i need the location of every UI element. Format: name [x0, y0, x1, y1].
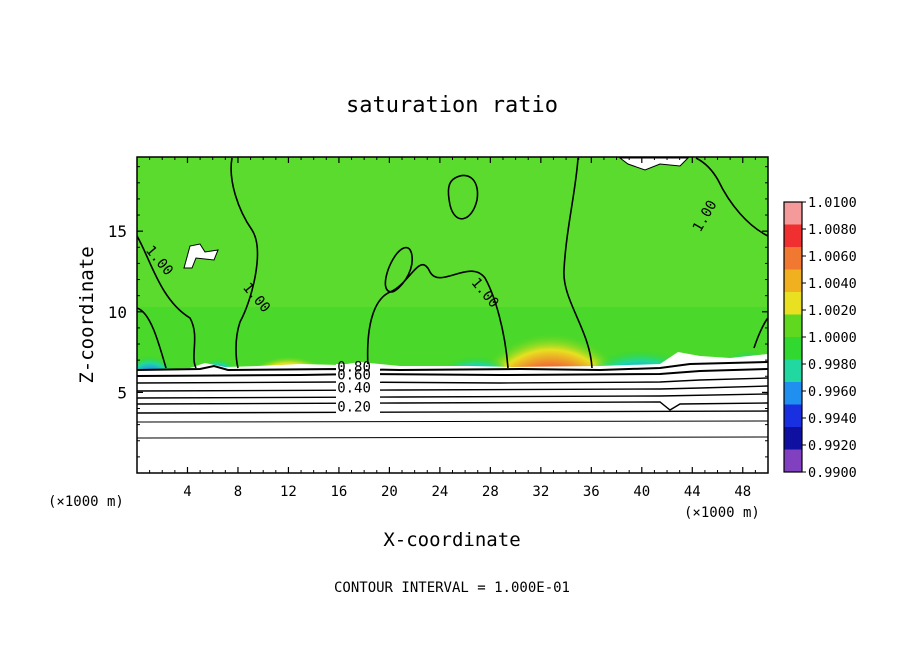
colorbar-band: [784, 224, 802, 248]
contour-label: 0.80: [337, 359, 371, 375]
white-patch-top: [618, 157, 690, 171]
x-tick-label: 28: [482, 484, 499, 500]
colorbar-band: [784, 427, 802, 450]
colorbar-label: 1.0080: [808, 222, 857, 238]
contour-1-00-b: [137, 307, 167, 369]
colorbar-label: 1.0040: [808, 276, 857, 292]
colorbar-label: 1.0000: [808, 330, 857, 346]
x-tick-label: 44: [684, 484, 701, 500]
contour-1-00-d: [366, 264, 509, 369]
contour-label: 0.40: [337, 380, 371, 396]
x-tick-label: 40: [633, 484, 650, 500]
x-axis-label: X-coordinate: [383, 529, 520, 551]
colorbar-label: 0.9920: [808, 438, 857, 454]
colorbar-band: [784, 292, 802, 315]
x-tick-label: 16: [330, 484, 347, 500]
colorbar-band: [784, 382, 802, 405]
colorbar-label: 0.9940: [808, 411, 857, 427]
x-tick-label: 4: [183, 484, 191, 500]
colorbar-band: [784, 404, 802, 428]
label-bg-a: [336, 364, 380, 420]
field-upper: [137, 157, 768, 307]
x-tick-label: 32: [532, 484, 549, 500]
colorbar-label: 1.0060: [808, 249, 857, 265]
footer-note: CONTOUR INTERVAL = 1.000E-01: [334, 580, 570, 596]
y-tick-label: 10: [108, 303, 127, 322]
x-unit-right: (×1000 m): [684, 505, 760, 521]
contour-label: 0.60: [337, 367, 371, 383]
colorbar-band: [784, 337, 802, 360]
x-tick-label: 36: [583, 484, 600, 500]
white-patch-5: [183, 243, 219, 269]
colorbar-band: [784, 359, 802, 383]
contour-1-00-c: [230, 157, 259, 369]
y-tick-label: 5: [117, 383, 127, 402]
contour-1-00-e: [563, 157, 593, 369]
x-tick-label: 8: [234, 484, 242, 500]
x-unit-left: (×1000 m): [48, 494, 124, 510]
contour-label: 0.20: [337, 400, 371, 416]
colorbar-label: 1.0020: [808, 303, 857, 319]
contour-1-00-f: [695, 157, 768, 237]
x-axis: 4 8 12 16 20 24 28 32 36 40 44 48: [149, 157, 756, 500]
x-tick-label: 20: [381, 484, 398, 500]
colorbar-label: 0.9900: [808, 465, 857, 481]
colorbar-band: [784, 202, 802, 225]
colorbar-label: 0.9980: [808, 357, 857, 373]
y-tick-label: 15: [108, 222, 127, 241]
y-axis: 5 10 15: [108, 166, 768, 458]
y-axis-label: Z-coordinate: [76, 246, 98, 383]
colorbar-label: 1.0100: [808, 195, 857, 211]
contour-island-a: [447, 174, 479, 220]
colorbar-band: [784, 247, 802, 270]
x-tick-label: 12: [280, 484, 297, 500]
x-tick-label: 24: [431, 484, 448, 500]
chart-title: saturation ratio: [346, 93, 558, 118]
x-tick-label: 48: [734, 484, 751, 500]
colorbar-band: [784, 269, 802, 293]
colorbar: 1.0100 1.0080 1.0060 1.0040 1.0020 1.0000 0.99…: [783, 195, 857, 481]
colorbar-band: [784, 314, 802, 338]
contour-island-b: [384, 246, 413, 293]
plot-area: [137, 157, 768, 473]
colorbar-band: [784, 449, 802, 473]
contour-1-00-a: [137, 235, 197, 369]
colorbar-label: 0.9960: [808, 384, 857, 400]
